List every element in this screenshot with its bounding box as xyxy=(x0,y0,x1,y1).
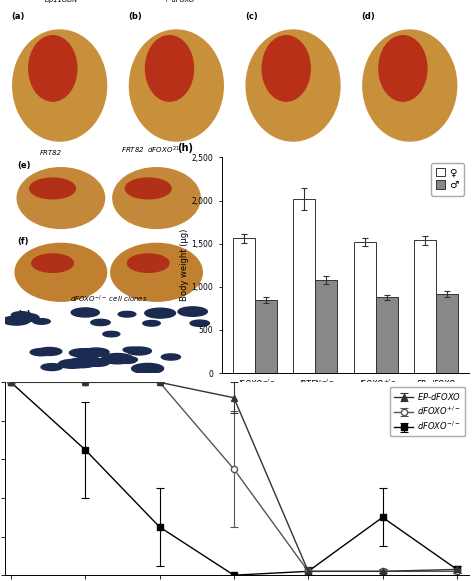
Legend: ♀, ♂: ♀, ♂ xyxy=(431,163,464,196)
Circle shape xyxy=(138,319,165,328)
Circle shape xyxy=(93,351,142,367)
Bar xyxy=(315,280,337,373)
Circle shape xyxy=(59,356,105,370)
Bar xyxy=(376,297,398,373)
Text: (h): (h) xyxy=(177,143,193,153)
Text: FRT82  $dFOXO^{21}$: FRT82 $dFOXO^{21}$ xyxy=(121,145,180,156)
Circle shape xyxy=(79,356,116,368)
Text: Dp11ODN
+ dFOXO$^{21}$: Dp11ODN + dFOXO$^{21}$ xyxy=(276,0,314,3)
Circle shape xyxy=(132,363,164,374)
Circle shape xyxy=(35,362,68,372)
Ellipse shape xyxy=(29,35,77,101)
Ellipse shape xyxy=(262,35,310,101)
Circle shape xyxy=(85,318,116,327)
Circle shape xyxy=(69,349,94,357)
Text: $dFOXO^{-/-}$ cell clones: $dFOXO^{-/-}$ cell clones xyxy=(70,293,147,305)
Circle shape xyxy=(24,347,58,358)
Ellipse shape xyxy=(246,30,340,141)
Text: Dp11ODN
+ dFOXO$^{25}$: Dp11ODN + dFOXO$^{25}$ xyxy=(393,0,431,3)
Text: (c): (c) xyxy=(245,12,258,20)
Circle shape xyxy=(98,330,124,338)
Ellipse shape xyxy=(111,243,202,301)
Circle shape xyxy=(37,347,62,356)
Circle shape xyxy=(120,345,158,357)
Bar xyxy=(255,300,276,373)
Circle shape xyxy=(161,354,181,360)
Ellipse shape xyxy=(30,178,75,199)
Ellipse shape xyxy=(32,254,73,272)
Circle shape xyxy=(178,307,207,316)
Circle shape xyxy=(76,346,116,358)
Circle shape xyxy=(58,360,86,368)
Y-axis label: Body weight (μg): Body weight (μg) xyxy=(180,229,189,302)
Text: (b): (b) xyxy=(128,12,142,20)
Circle shape xyxy=(51,357,93,371)
Ellipse shape xyxy=(15,243,107,301)
Circle shape xyxy=(85,358,109,367)
Text: Dp11ODN: Dp11ODN xyxy=(46,0,79,3)
Text: (d): (d) xyxy=(362,12,375,20)
Ellipse shape xyxy=(13,30,107,141)
Bar xyxy=(293,199,315,373)
Ellipse shape xyxy=(379,35,427,101)
Circle shape xyxy=(118,346,145,354)
Circle shape xyxy=(65,346,110,361)
Circle shape xyxy=(137,306,184,321)
Circle shape xyxy=(6,310,37,320)
Circle shape xyxy=(103,331,120,337)
Circle shape xyxy=(113,356,142,365)
Circle shape xyxy=(118,311,136,317)
Circle shape xyxy=(71,308,99,317)
Bar xyxy=(414,240,436,373)
Text: (e): (e) xyxy=(17,161,31,170)
Circle shape xyxy=(123,347,140,353)
Circle shape xyxy=(118,357,137,363)
Ellipse shape xyxy=(146,35,193,101)
Circle shape xyxy=(190,320,210,327)
Circle shape xyxy=(120,357,137,363)
Circle shape xyxy=(0,314,37,328)
Ellipse shape xyxy=(363,30,456,141)
Circle shape xyxy=(67,358,97,368)
Circle shape xyxy=(143,321,160,326)
Circle shape xyxy=(127,347,151,355)
Bar xyxy=(354,242,376,373)
Circle shape xyxy=(28,317,55,326)
Text: (a): (a) xyxy=(11,12,25,20)
Circle shape xyxy=(170,304,215,319)
Circle shape xyxy=(33,318,50,324)
Circle shape xyxy=(156,352,186,362)
Circle shape xyxy=(63,347,101,359)
Circle shape xyxy=(83,348,109,357)
Legend: $\mathit{EP\text{-}dFOXO}$, $\mathit{dFOXO^{+/-}}$, $\mathit{dFOXO^{-/-}}$: $\mathit{EP\text{-}dFOXO}$, $\mathit{dFO… xyxy=(390,386,465,436)
Circle shape xyxy=(101,353,133,364)
Circle shape xyxy=(13,313,39,322)
Ellipse shape xyxy=(129,30,223,141)
Circle shape xyxy=(30,349,52,356)
Circle shape xyxy=(145,308,175,318)
Circle shape xyxy=(91,320,110,325)
Circle shape xyxy=(11,311,32,318)
Ellipse shape xyxy=(17,168,105,228)
Text: (f): (f) xyxy=(17,237,29,246)
Bar xyxy=(436,294,458,373)
Bar xyxy=(233,238,255,373)
Text: (g): (g) xyxy=(17,310,31,318)
Ellipse shape xyxy=(128,254,169,272)
Ellipse shape xyxy=(125,178,171,199)
Circle shape xyxy=(30,345,68,357)
Circle shape xyxy=(185,318,215,328)
Circle shape xyxy=(2,316,30,325)
Circle shape xyxy=(116,355,142,364)
Circle shape xyxy=(6,311,46,324)
Ellipse shape xyxy=(113,168,200,228)
Circle shape xyxy=(123,361,172,376)
Circle shape xyxy=(64,306,107,320)
Circle shape xyxy=(113,310,141,318)
Circle shape xyxy=(73,349,103,358)
Circle shape xyxy=(41,364,63,371)
Text: FRT82: FRT82 xyxy=(39,150,62,156)
Text: Dp11ODN
+ dFOXO: Dp11ODN + dFOXO xyxy=(162,0,195,3)
